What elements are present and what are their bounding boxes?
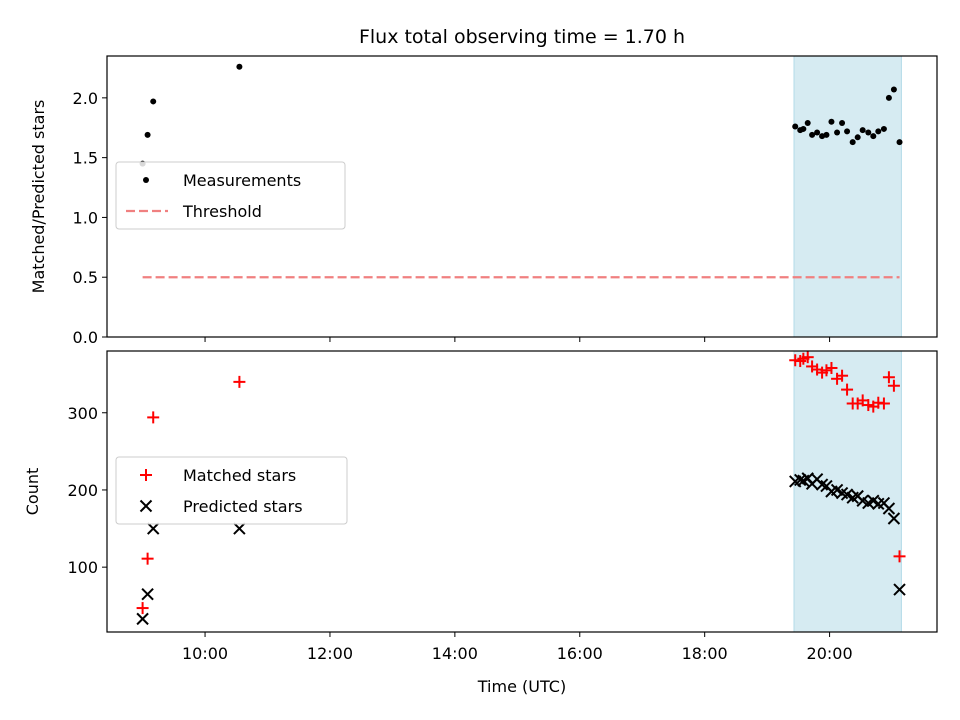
x-axis-label: Time (UTC)	[477, 677, 566, 696]
legend-label: Predicted stars	[183, 497, 303, 516]
data-point	[896, 139, 903, 146]
data-point	[136, 602, 149, 615]
legend-swatch	[140, 469, 152, 481]
y-tick-label: 1.5	[73, 149, 98, 168]
data-point	[844, 128, 851, 135]
data-point	[882, 371, 895, 384]
legend: Measurements Threshold	[115, 161, 346, 230]
legend-swatch	[139, 499, 153, 513]
data-point	[875, 128, 882, 135]
data-point	[141, 587, 154, 601]
y-tick-label: 100	[67, 558, 98, 577]
data-point	[865, 129, 872, 136]
data-point	[887, 379, 900, 392]
x-tick-label: 18:00	[682, 644, 728, 663]
legend-label: Measurements	[183, 171, 301, 190]
data-point	[893, 583, 906, 596]
data-point	[890, 86, 897, 93]
data-point	[849, 139, 856, 146]
data-point	[825, 361, 838, 374]
x-tick-label: 16:00	[557, 644, 603, 663]
x-tick-label: 20:00	[807, 644, 853, 663]
y-tick-label: 2.0	[73, 89, 98, 108]
data-point	[823, 131, 830, 138]
series-measurements	[139, 63, 903, 167]
data-point	[141, 552, 154, 565]
data-point	[859, 127, 866, 134]
data-point	[233, 375, 246, 388]
y-tick-label: 300	[67, 404, 98, 423]
data-point	[801, 351, 814, 364]
axes-frame	[106, 55, 938, 338]
data-point	[147, 522, 160, 535]
axes-frame	[106, 350, 938, 633]
top-panel-ratio: 0.0 0.5 1.0 1.5 2.0 Matched/Predicted stars Me…	[29, 55, 938, 347]
x-tick-label: 12:00	[307, 644, 353, 663]
x-tick-label: 14:00	[432, 644, 478, 663]
data-point	[870, 133, 877, 140]
series-matched-stars	[136, 351, 906, 615]
legend-swatch	[143, 177, 149, 183]
legend-box	[115, 161, 346, 230]
data-point	[147, 411, 160, 424]
data-point	[887, 512, 901, 525]
legend-label: Matched stars	[183, 466, 296, 485]
series-predicted-stars	[136, 472, 906, 626]
data-point	[893, 550, 906, 563]
data-point	[804, 119, 811, 126]
data-point	[814, 129, 821, 136]
y-axis-label: Matched/Predicted stars	[29, 100, 48, 294]
bottom-panel-counts: 100 200 300 10:00 12:00 14:00 16:00 18:00 20:00 C…	[23, 350, 938, 696]
y-tick-label: 0.5	[73, 268, 98, 287]
chart-title: Flux total observing time = 1.70 h	[359, 26, 685, 48]
legend-box	[115, 456, 348, 525]
data-point	[877, 397, 890, 410]
legend: Matched stars Predicted stars	[115, 456, 348, 525]
data-point	[836, 369, 849, 382]
data-point	[150, 98, 157, 105]
data-point	[236, 63, 243, 70]
data-point	[885, 94, 892, 101]
data-point	[841, 383, 854, 396]
data-point	[136, 612, 149, 626]
data-point	[834, 129, 841, 136]
data-point	[880, 125, 887, 132]
data-point	[815, 478, 829, 491]
data-point	[144, 131, 151, 138]
data-point	[800, 125, 807, 132]
data-point	[828, 118, 835, 125]
data-point	[854, 134, 861, 141]
data-point	[882, 502, 896, 515]
data-point	[809, 131, 816, 138]
legend-label: Threshold	[182, 202, 262, 221]
y-tick-label: 1.0	[73, 208, 98, 227]
data-point	[792, 123, 799, 130]
x-tick-label: 10:00	[182, 644, 228, 663]
data-point	[233, 522, 246, 535]
y-tick-label: 200	[67, 481, 98, 500]
y-axis-label: Count	[23, 468, 42, 516]
y-tick-label: 0.0	[73, 328, 98, 347]
data-point	[839, 119, 846, 126]
highlight-span	[793, 55, 902, 338]
